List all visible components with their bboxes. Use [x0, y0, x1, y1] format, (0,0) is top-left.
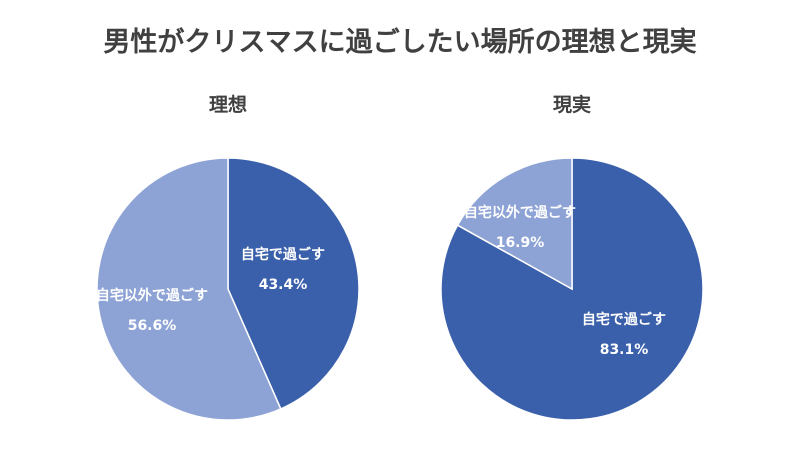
chart-title-reality: 現実 — [553, 93, 591, 116]
slice-category-label: 自宅以外で過ごす — [96, 287, 208, 304]
slice-value-label: 56.6% — [128, 318, 177, 334]
main-title: 男性がクリスマスに過ごしたい場所の理想と現実 — [103, 27, 697, 58]
slice-category-label: 自宅で過ごす — [241, 246, 325, 263]
pie-slice-home — [440, 157, 704, 421]
pie-chart-ideal: 理想 自宅で過ごす 43.4% 自宅以外で過ごす 56.6% — [96, 93, 360, 421]
slice-value-label: 83.1% — [600, 342, 649, 358]
pie-slice-outside — [456, 157, 573, 291]
slice-value-label: 43.4% — [259, 277, 308, 293]
pie-chart-reality: 現実 自宅で過ごす 83.1% 自宅以外で過ごす 16.9% — [440, 93, 704, 421]
pie-slice-home — [227, 157, 360, 410]
slice-category-label: 自宅で過ごす — [582, 311, 666, 328]
slice-value-label: 16.9% — [496, 235, 545, 251]
pie-slice-outside — [96, 157, 282, 421]
chart-title-ideal: 理想 — [209, 93, 247, 116]
slice-category-label: 自宅以外で過ごす — [464, 204, 576, 221]
